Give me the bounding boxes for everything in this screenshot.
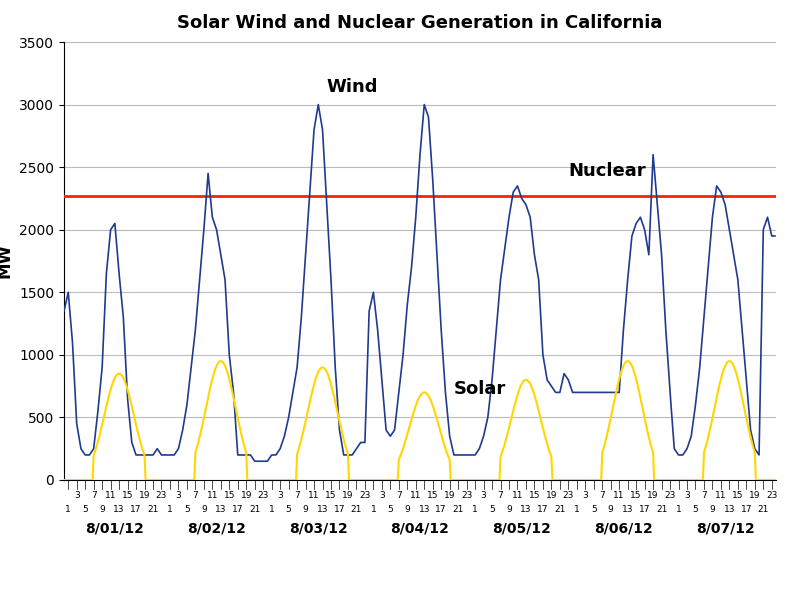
Text: 13: 13	[418, 505, 430, 514]
Text: 5: 5	[184, 505, 190, 514]
Text: 15: 15	[427, 491, 438, 500]
Text: 3: 3	[481, 491, 486, 500]
Text: 19: 19	[546, 491, 557, 500]
Text: 9: 9	[710, 505, 715, 514]
Text: 3: 3	[582, 491, 588, 500]
Text: 13: 13	[317, 505, 328, 514]
Text: 23: 23	[258, 491, 269, 500]
Text: 9: 9	[608, 505, 614, 514]
Text: 21: 21	[453, 505, 464, 514]
Text: 7: 7	[396, 491, 402, 500]
Text: 21: 21	[249, 505, 261, 514]
Text: 17: 17	[741, 505, 752, 514]
Text: 8/05/12: 8/05/12	[492, 521, 551, 536]
Text: 15: 15	[630, 491, 642, 500]
Text: 1: 1	[269, 505, 274, 514]
Title: Solar Wind and Nuclear Generation in California: Solar Wind and Nuclear Generation in Cal…	[178, 14, 662, 32]
Text: 15: 15	[223, 491, 235, 500]
Text: 3: 3	[379, 491, 385, 500]
Text: 21: 21	[758, 505, 769, 514]
Text: 23: 23	[156, 491, 167, 500]
Text: 11: 11	[614, 491, 625, 500]
Text: 5: 5	[286, 505, 291, 514]
Text: 1: 1	[66, 505, 71, 514]
Text: 15: 15	[529, 491, 540, 500]
Text: 7: 7	[701, 491, 707, 500]
Text: 11: 11	[308, 491, 320, 500]
Text: 9: 9	[201, 505, 206, 514]
Text: 8/06/12: 8/06/12	[594, 521, 653, 536]
Text: 7: 7	[498, 491, 503, 500]
Text: 23: 23	[359, 491, 370, 500]
Text: 15: 15	[326, 491, 337, 500]
Text: 7: 7	[599, 491, 605, 500]
Text: 3: 3	[278, 491, 283, 500]
Text: 5: 5	[387, 505, 394, 514]
Text: 5: 5	[693, 505, 698, 514]
Text: 23: 23	[664, 491, 676, 500]
Text: 19: 19	[647, 491, 659, 500]
Text: 5: 5	[82, 505, 88, 514]
Text: 1: 1	[574, 505, 580, 514]
Text: 13: 13	[520, 505, 532, 514]
Text: 1: 1	[472, 505, 478, 514]
Text: 1: 1	[676, 505, 682, 514]
Text: 13: 13	[215, 505, 226, 514]
Text: 15: 15	[122, 491, 134, 500]
Text: 23: 23	[766, 491, 778, 500]
Text: 7: 7	[90, 491, 97, 500]
Text: 21: 21	[350, 505, 362, 514]
Text: 8/02/12: 8/02/12	[187, 521, 246, 536]
Text: 7: 7	[193, 491, 198, 500]
Text: 3: 3	[684, 491, 690, 500]
Text: 11: 11	[512, 491, 523, 500]
Text: 17: 17	[639, 505, 650, 514]
Text: 19: 19	[342, 491, 354, 500]
Text: 19: 19	[749, 491, 761, 500]
Text: 17: 17	[130, 505, 142, 514]
Text: 5: 5	[591, 505, 597, 514]
Text: 23: 23	[562, 491, 574, 500]
Text: 21: 21	[147, 505, 158, 514]
Text: 17: 17	[435, 505, 447, 514]
Text: 13: 13	[724, 505, 735, 514]
Text: 9: 9	[405, 505, 410, 514]
Text: Wind: Wind	[326, 78, 378, 96]
Text: 3: 3	[74, 491, 79, 500]
Text: 9: 9	[302, 505, 309, 514]
Text: 15: 15	[732, 491, 744, 500]
Text: 11: 11	[206, 491, 218, 500]
Text: 11: 11	[715, 491, 726, 500]
Text: 19: 19	[241, 491, 252, 500]
Text: 8/03/12: 8/03/12	[289, 521, 348, 536]
Text: 8/04/12: 8/04/12	[390, 521, 450, 536]
Text: 9: 9	[506, 505, 512, 514]
Text: 17: 17	[232, 505, 243, 514]
Text: Solar: Solar	[454, 380, 506, 398]
Text: 19: 19	[444, 491, 455, 500]
Text: 1: 1	[167, 505, 173, 514]
Y-axis label: MW: MW	[0, 244, 14, 278]
Text: 19: 19	[138, 491, 150, 500]
Text: 5: 5	[489, 505, 495, 514]
Text: 8/07/12: 8/07/12	[696, 521, 754, 536]
Text: Nuclear: Nuclear	[568, 162, 646, 180]
Text: 13: 13	[622, 505, 634, 514]
Text: 8/01/12: 8/01/12	[86, 521, 144, 536]
Text: 13: 13	[114, 505, 125, 514]
Text: 1: 1	[370, 505, 376, 514]
Text: 7: 7	[294, 491, 300, 500]
Text: 11: 11	[410, 491, 422, 500]
Text: 17: 17	[537, 505, 549, 514]
Text: 9: 9	[99, 505, 105, 514]
Text: 21: 21	[656, 505, 667, 514]
Text: 23: 23	[461, 491, 472, 500]
Text: 11: 11	[105, 491, 116, 500]
Text: 21: 21	[554, 505, 566, 514]
Text: 17: 17	[334, 505, 346, 514]
Text: 3: 3	[175, 491, 182, 500]
